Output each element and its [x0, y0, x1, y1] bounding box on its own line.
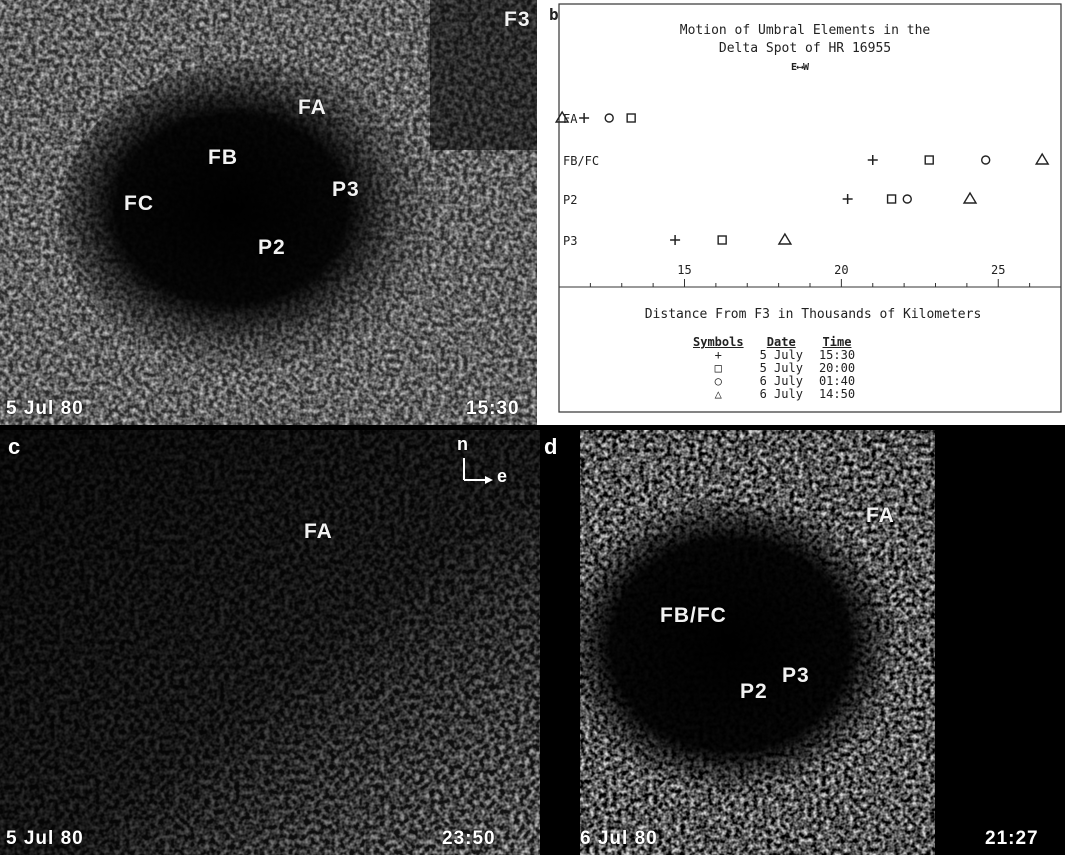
- legend-symbol: △: [714, 387, 722, 401]
- panel-d-texture: [540, 430, 1065, 855]
- compass-east: e: [497, 466, 508, 486]
- label-p2-d: P2: [740, 680, 768, 703]
- legend-symbol: ○: [714, 374, 722, 388]
- legend-symbol: □: [714, 361, 722, 375]
- compass-north: n: [457, 434, 468, 454]
- panel-a-time-stamp: 15:30: [466, 398, 520, 419]
- label-p2: P2: [258, 236, 286, 259]
- data-point-plus: [670, 235, 681, 245]
- legend-header-date: Date: [766, 335, 796, 349]
- category-label: P2: [563, 193, 577, 207]
- legend-row: △ 6 July 14:50: [685, 388, 863, 401]
- chart-legend: Symbols Date Time + 5 July 15:30 □ 5 Jul…: [685, 336, 863, 401]
- legend-date: 5 July: [759, 348, 803, 362]
- legend-header-time: Time: [822, 335, 852, 349]
- chart-title-line1: Motion of Umbral Elements in the: [680, 23, 931, 38]
- label-f3: F3: [504, 8, 531, 31]
- data-point-square: [886, 194, 897, 204]
- label-fa-c: FA: [304, 520, 333, 543]
- legend-row: + 5 July 15:30: [685, 349, 863, 362]
- x-tick-label: 25: [991, 263, 1005, 277]
- data-point-square: [717, 235, 727, 245]
- x-ticks-group: 15 20 25: [558, 263, 1062, 287]
- x-tick-label: 20: [834, 263, 848, 277]
- panel-a-date-stamp: 5 Jul 80: [6, 398, 84, 419]
- panel-a-texture: [0, 0, 537, 425]
- x-axis-label: Distance From F3 in Thousands of Kilomet…: [645, 307, 982, 322]
- panel-d-time-stamp: 21:27: [985, 828, 1039, 849]
- legend-time: 01:40: [818, 374, 856, 388]
- data-point-triangle: [1034, 152, 1050, 165]
- x-tick-label: 15: [677, 263, 691, 277]
- data-point-triangle: [777, 232, 793, 245]
- label-p3-d: P3: [782, 664, 810, 687]
- label-fa: FA: [298, 96, 327, 119]
- data-point-triangle: [554, 110, 570, 123]
- legend-time: 20:00: [818, 361, 856, 375]
- panel-a-image: F3 FA FB FC P3 P2 5 Jul 80 15:30: [0, 0, 537, 425]
- panel-d-letter: d: [544, 434, 558, 459]
- category-labels-group: FA FB/FC P2 P3: [563, 112, 599, 248]
- category-label: FB/FC: [563, 154, 599, 168]
- data-point-circle: [981, 155, 991, 165]
- data-point-circle: [902, 194, 912, 204]
- compass-arrows-icon: [463, 458, 493, 484]
- compass-indicator: n e: [455, 434, 515, 486]
- label-fa-d: FA: [866, 504, 895, 527]
- data-point-triangle: [962, 191, 978, 204]
- chart-svg: b Motion of Umbral Elements in the Delta…: [549, 3, 1062, 413]
- legend-time: 14:50: [818, 387, 856, 401]
- panel-b-letter: b: [549, 5, 559, 24]
- label-fbfc: FB/FC: [660, 604, 727, 627]
- label-fc: FC: [124, 192, 154, 215]
- panel-d-image: d FA FB/FC P3 P2 6 Jul 80 21:27: [540, 430, 1065, 855]
- legend-date: 5 July: [759, 361, 803, 375]
- category-label: P3: [563, 234, 577, 248]
- panel-c-time-stamp: 23:50: [442, 828, 496, 849]
- data-point-plus: [867, 155, 878, 165]
- panel-c-date-stamp: 5 Jul 80: [6, 828, 84, 849]
- category-label: FA: [563, 112, 578, 126]
- panel-c-image: c FA n e 5 Jul 80 23:50: [0, 430, 540, 855]
- data-point-plus: [579, 113, 590, 123]
- legend-row: □ 5 July 20:00: [685, 362, 863, 375]
- panel-b-chart: b Motion of Umbral Elements in the Delta…: [537, 0, 1065, 425]
- label-fb: FB: [208, 146, 238, 169]
- panel-c-texture: [0, 430, 540, 855]
- direction-label: E⟷W: [791, 62, 810, 73]
- data-point-circle: [604, 113, 614, 123]
- data-point-square: [626, 113, 636, 123]
- label-p3: P3: [332, 178, 360, 201]
- data-point-plus: [842, 194, 853, 204]
- panel-c-letter: c: [8, 434, 21, 459]
- legend-time: 15:30: [818, 348, 856, 362]
- data-point-square: [924, 155, 934, 165]
- chart-border: [558, 3, 1062, 413]
- panel-d-date-stamp: 6 Jul 80: [580, 828, 658, 849]
- legend-date: 6 July: [759, 387, 803, 401]
- legend-date: 6 July: [759, 374, 803, 388]
- chart-title-line2: Delta Spot of HR 16955: [719, 41, 891, 56]
- data-marks-group: [554, 110, 1050, 245]
- legend-row: ○ 6 July 01:40: [685, 375, 863, 388]
- legend-symbol: +: [714, 348, 722, 362]
- legend-header-symbols: Symbols: [693, 335, 744, 349]
